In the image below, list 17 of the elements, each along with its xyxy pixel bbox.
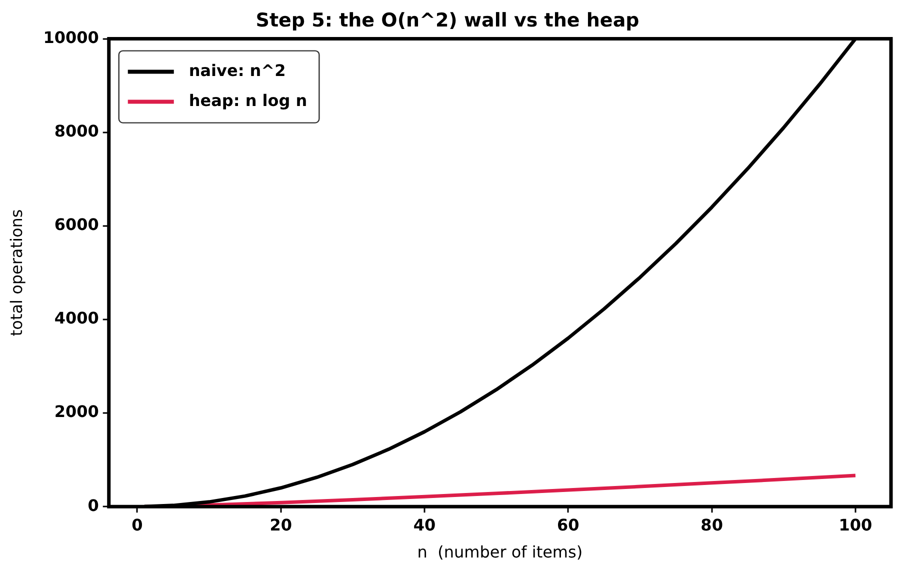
chart-title: Step 5: the O(n^2) wall vs the heap bbox=[256, 9, 640, 32]
x-tick-label: 20 bbox=[270, 515, 292, 534]
y-tick-label: 8000 bbox=[54, 122, 99, 141]
x-tick-label: 40 bbox=[413, 515, 436, 534]
y-tick-label: 2000 bbox=[54, 402, 99, 422]
x-tick-label: 100 bbox=[838, 515, 872, 534]
legend-label: heap: n log n bbox=[188, 90, 308, 110]
legend-label: naive: n^2 bbox=[188, 60, 286, 80]
x-tick-label: 0 bbox=[132, 515, 143, 534]
y-tick-label: 10000 bbox=[43, 28, 99, 47]
y-tick-label: 0 bbox=[88, 496, 99, 515]
y-tick-label: 6000 bbox=[54, 215, 99, 234]
x-axis-title: n (number of items) bbox=[417, 542, 583, 562]
y-axis-title: total operations bbox=[6, 209, 26, 336]
y-tick-label: 4000 bbox=[54, 308, 99, 328]
x-tick-label: 60 bbox=[557, 515, 580, 534]
x-tick-label: 80 bbox=[700, 515, 723, 534]
